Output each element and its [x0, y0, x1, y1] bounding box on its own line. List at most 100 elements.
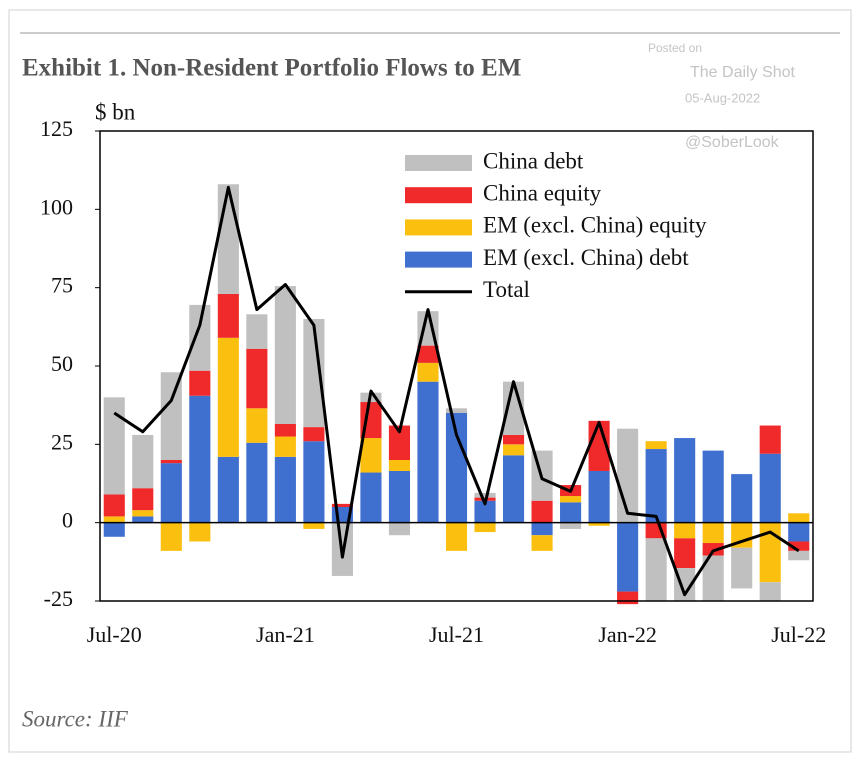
bar-segment — [617, 522, 639, 592]
bar-segment — [274, 436, 296, 457]
bar-segment — [502, 455, 525, 523]
bar-segment — [702, 450, 724, 523]
bar-segment — [560, 522, 582, 529]
bar-segment — [388, 470, 411, 523]
bar-segment — [103, 397, 125, 495]
bar-segment — [360, 438, 382, 473]
bar-segment — [189, 395, 211, 523]
bar-segment — [303, 522, 325, 529]
bar-segment — [388, 460, 411, 471]
x-tick-label: Jul-22 — [771, 622, 826, 647]
bar-segment — [759, 522, 781, 583]
bar-segment — [502, 434, 525, 445]
bar-segment — [160, 463, 182, 523]
bar-segment — [160, 460, 182, 464]
bar-segment — [303, 319, 325, 428]
source: Source: IIF — [22, 706, 129, 731]
bar-segment — [759, 453, 781, 523]
bar-segment — [560, 502, 582, 523]
bar-segment — [788, 522, 810, 542]
bar-segment — [759, 425, 781, 454]
total-line — [113, 185, 800, 597]
bar-segment — [160, 372, 182, 460]
bar-segment — [132, 510, 154, 517]
y-tick-label: 100 — [40, 194, 73, 219]
chart-title: Exhibit 1. Non-Resident Portfolio Flows … — [22, 55, 521, 82]
bar-segment — [702, 522, 724, 544]
bar-segment — [531, 522, 553, 536]
y-tick-label: -25 — [44, 586, 73, 611]
bar-segment — [217, 456, 239, 523]
legend-label: China debt — [483, 148, 584, 173]
bar-segment — [731, 547, 753, 589]
bar-segment — [674, 522, 696, 539]
y-tick-label: 25 — [51, 429, 73, 454]
bar-segment — [702, 555, 724, 601]
watermark: Posted on — [648, 41, 702, 55]
y-axis-label: $ bn — [95, 99, 136, 124]
plot-border — [99, 130, 814, 602]
bar-segment — [132, 488, 154, 511]
bar-segment — [103, 516, 125, 523]
bar-segment — [303, 427, 325, 442]
bar-segment — [189, 522, 211, 542]
bar-segment — [331, 503, 353, 507]
bar-segment — [617, 591, 639, 605]
bar-segment — [417, 345, 439, 363]
bar-segment — [217, 293, 239, 338]
bar-segment — [388, 522, 411, 536]
bar-segment — [502, 444, 525, 456]
y-tick-label: 125 — [40, 116, 73, 141]
bar-segment — [103, 494, 125, 517]
watermark: 05-Aug-2022 — [685, 90, 760, 105]
bar-segment — [246, 314, 268, 349]
bar-segment — [388, 425, 411, 460]
bar-segment — [645, 538, 667, 601]
bar-segment — [274, 423, 296, 437]
bar-segment — [445, 522, 468, 551]
legend-swatch — [405, 219, 472, 236]
bar-segment — [560, 496, 582, 503]
bar-segment — [217, 184, 239, 294]
y-tick-label: 0 — [62, 508, 73, 533]
x-tick-label: Jul-20 — [87, 622, 142, 647]
bar-segment — [445, 408, 468, 413]
x-tick-label: Jan-22 — [598, 622, 657, 647]
y-tick-label: 75 — [51, 273, 73, 298]
bar-segment — [132, 434, 154, 489]
bar-segment — [189, 370, 211, 396]
bar-segment — [246, 442, 268, 523]
legend-swatch — [405, 251, 472, 268]
bar-segment — [417, 362, 439, 382]
bar-segment — [189, 304, 211, 371]
bar-segment — [788, 550, 810, 561]
bar-segment — [731, 474, 753, 523]
bar-segment — [788, 513, 810, 523]
bar-segment — [588, 522, 610, 526]
y-tick-label: 50 — [51, 351, 73, 376]
bar-segment — [645, 441, 667, 450]
bar-segment — [531, 535, 553, 551]
legend-label: China equity — [483, 180, 602, 205]
bar-segment — [274, 286, 296, 424]
bar-segment — [645, 449, 667, 523]
bar-segment — [759, 582, 781, 601]
legend-swatch — [405, 155, 472, 171]
watermark: The Daily Shot — [690, 64, 795, 81]
bar-segment — [246, 408, 268, 443]
bar-segment — [217, 337, 239, 457]
bar-segment — [132, 516, 154, 523]
bar-segment — [360, 472, 382, 523]
bar-segment — [445, 413, 468, 523]
bar-segment — [588, 470, 610, 523]
bar-segment — [303, 441, 325, 523]
bar-segment — [674, 538, 696, 569]
bar-segment — [246, 348, 268, 409]
watermark: @SoberLook — [685, 134, 780, 151]
legend-label: EM (excl. China) equity — [483, 213, 707, 238]
bar-segment — [474, 522, 496, 533]
x-tick-label: Jul-21 — [429, 622, 484, 647]
bar-segment — [474, 500, 496, 523]
legend-label: Total — [483, 277, 530, 302]
